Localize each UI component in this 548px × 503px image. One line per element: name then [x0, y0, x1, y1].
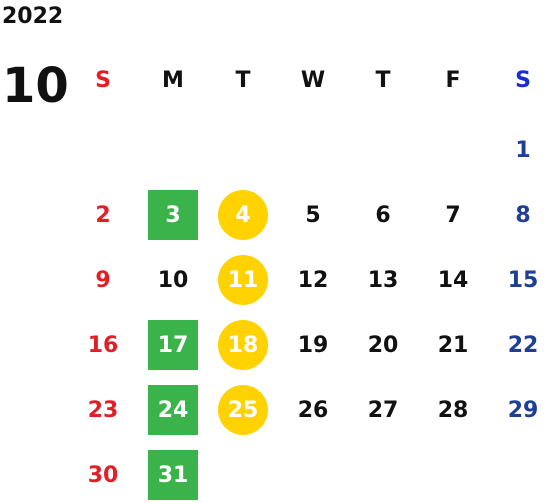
day-cell-green[interactable]: 24: [148, 385, 198, 435]
day-cell[interactable]: 28: [437, 397, 469, 423]
day-cell[interactable]: 30: [87, 462, 119, 488]
week-row: 23 24 25 26 27 28 29: [68, 385, 548, 435]
day-cell[interactable]: 27: [367, 397, 399, 423]
day-cell[interactable]: 6: [375, 202, 391, 228]
weekday-saturday: S: [515, 67, 531, 93]
yellow-circle-marker: [218, 190, 268, 240]
day-cell[interactable]: 20: [367, 332, 399, 358]
green-square-marker: [148, 190, 198, 240]
day-cell[interactable]: 21: [437, 332, 469, 358]
day-cell-yellow[interactable]: 25: [218, 385, 268, 435]
day-cell[interactable]: 14: [437, 267, 469, 293]
day-cell[interactable]: 22: [507, 332, 539, 358]
day-cell[interactable]: 10: [157, 267, 189, 293]
month-label: 10: [2, 58, 69, 114]
weekday-friday: F: [445, 67, 461, 93]
day-cell-green[interactable]: 3: [148, 190, 198, 240]
week-row: 30 31: [68, 450, 548, 500]
green-square-marker: [148, 320, 198, 370]
day-cell-green[interactable]: 31: [148, 450, 198, 500]
day-cell-yellow[interactable]: 4: [218, 190, 268, 240]
day-cell[interactable]: 13: [367, 267, 399, 293]
day-cell[interactable]: 1: [515, 137, 531, 163]
day-cell[interactable]: 26: [297, 397, 329, 423]
day-cell[interactable]: 23: [87, 397, 119, 423]
day-cell[interactable]: 16: [87, 332, 119, 358]
day-cell[interactable]: 8: [515, 202, 531, 228]
day-cell[interactable]: 9: [95, 267, 111, 293]
week-row: 9 10 11 12 13 14 15: [68, 255, 548, 305]
day-cell-green[interactable]: 17: [148, 320, 198, 370]
green-square-marker: [148, 450, 198, 500]
day-cell[interactable]: 29: [507, 397, 539, 423]
yellow-circle-marker: [218, 255, 268, 305]
weekday-header-row: S M T W T F S: [68, 60, 548, 100]
weekday-wednesday: W: [300, 67, 326, 93]
day-cell-yellow[interactable]: 18: [218, 320, 268, 370]
day-cell[interactable]: 2: [95, 202, 111, 228]
week-row: 1: [68, 130, 548, 170]
day-cell[interactable]: 15: [507, 267, 539, 293]
day-cell[interactable]: 19: [297, 332, 329, 358]
weekday-thursday: T: [375, 67, 391, 93]
year-label: 2022: [2, 4, 64, 29]
week-row: 16 17 18 19 20 21 22: [68, 320, 548, 370]
calendar-grid: S M T W T F S 1 2 3 4 5 6 7 8 9 10 11 12…: [68, 60, 548, 500]
weekday-monday: M: [162, 67, 184, 93]
weekday-tuesday: T: [235, 67, 251, 93]
day-cell[interactable]: 5: [305, 202, 321, 228]
week-row: 2 3 4 5 6 7 8: [68, 190, 548, 240]
green-square-marker: [148, 385, 198, 435]
weekday-sunday: S: [95, 67, 111, 93]
yellow-circle-marker: [218, 320, 268, 370]
day-cell[interactable]: 7: [445, 202, 461, 228]
day-cell-yellow[interactable]: 11: [218, 255, 268, 305]
day-cell[interactable]: 12: [297, 267, 329, 293]
yellow-circle-marker: [218, 385, 268, 435]
